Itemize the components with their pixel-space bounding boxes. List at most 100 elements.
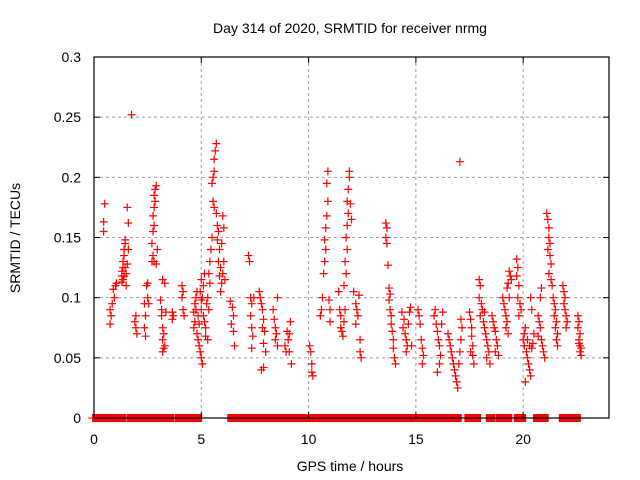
data-point <box>430 311 439 320</box>
data-point <box>387 311 396 320</box>
data-point <box>468 341 477 350</box>
data-point <box>271 335 280 344</box>
data-point <box>491 327 500 336</box>
data-point <box>551 323 560 332</box>
data-point <box>549 293 558 302</box>
data-point <box>197 305 206 314</box>
data-point <box>433 368 442 377</box>
data-point <box>402 335 411 344</box>
data-point <box>434 335 443 344</box>
data-point <box>454 359 463 368</box>
data-point <box>285 329 294 338</box>
data-point <box>419 351 428 360</box>
data-point <box>522 347 531 356</box>
data-point <box>512 272 521 281</box>
data-point <box>261 347 270 356</box>
data-point <box>179 305 188 314</box>
data-point <box>505 267 514 276</box>
data-point <box>177 293 186 302</box>
data-point <box>438 308 447 317</box>
data-point <box>210 155 219 164</box>
data-point <box>488 311 497 320</box>
data-point <box>543 245 552 254</box>
x-tick-label: 20 <box>515 431 531 447</box>
data-point <box>158 275 167 284</box>
data-point <box>342 269 351 278</box>
data-point <box>547 275 556 284</box>
data-point <box>514 281 523 290</box>
data-point <box>390 353 399 362</box>
data-point <box>345 167 354 176</box>
data-point <box>196 347 205 356</box>
data-point <box>476 311 485 320</box>
data-point <box>521 323 530 332</box>
data-point <box>320 257 329 266</box>
data-point <box>351 299 360 308</box>
data-point <box>418 344 427 353</box>
data-point <box>559 287 568 296</box>
data-point <box>273 341 282 350</box>
data-point <box>467 323 476 332</box>
data-point <box>217 239 226 248</box>
data-point <box>456 335 465 344</box>
data-point <box>150 221 159 230</box>
data-point <box>305 341 314 350</box>
data-point <box>524 359 533 368</box>
data-point <box>189 323 198 332</box>
data-point <box>326 305 335 314</box>
data-point <box>273 293 282 302</box>
data-point <box>503 284 512 293</box>
data-point <box>201 332 210 341</box>
data-point <box>563 317 572 326</box>
data-point <box>515 299 524 308</box>
data-point <box>220 275 229 284</box>
data-point <box>458 323 467 332</box>
y-tick-label: 0 <box>73 410 81 426</box>
data-point <box>397 308 406 317</box>
data-point <box>551 305 560 314</box>
data-point <box>552 317 561 326</box>
data-point <box>387 320 396 329</box>
data-point <box>213 221 222 230</box>
data-point <box>562 311 571 320</box>
data-point <box>481 329 490 338</box>
data-point <box>143 279 152 288</box>
data-point <box>214 227 223 236</box>
data-point <box>216 287 225 296</box>
data-point <box>383 261 392 270</box>
data-point <box>307 368 316 377</box>
data-point <box>479 317 488 326</box>
data-point <box>258 323 267 332</box>
data-point <box>400 315 409 324</box>
data-point <box>342 233 351 242</box>
data-point <box>247 299 256 308</box>
data-point <box>385 296 394 305</box>
data-point <box>476 281 485 290</box>
data-point <box>190 317 199 326</box>
data-point <box>326 317 335 326</box>
data-point <box>208 233 217 242</box>
data-point <box>229 311 238 320</box>
data-point <box>204 305 213 314</box>
data-point <box>528 339 537 348</box>
data-point <box>545 251 554 260</box>
data-point <box>406 303 415 312</box>
data-point <box>539 347 548 356</box>
data-point <box>527 305 536 314</box>
data-point <box>215 245 224 254</box>
data-point <box>523 335 532 344</box>
data-point <box>169 311 178 320</box>
x-axis-label: GPS time / hours <box>297 458 404 474</box>
data-point <box>353 311 362 320</box>
data-point <box>437 320 446 329</box>
data-point <box>341 257 350 266</box>
data-point <box>512 255 521 264</box>
data-point <box>256 293 265 302</box>
data-point <box>323 167 332 176</box>
data-point <box>140 323 149 332</box>
data-point <box>319 269 328 278</box>
data-point <box>168 315 177 324</box>
chart-title: Day 314 of 2020, SRMTID for receiver nrm… <box>213 20 487 36</box>
data-point <box>576 329 585 338</box>
